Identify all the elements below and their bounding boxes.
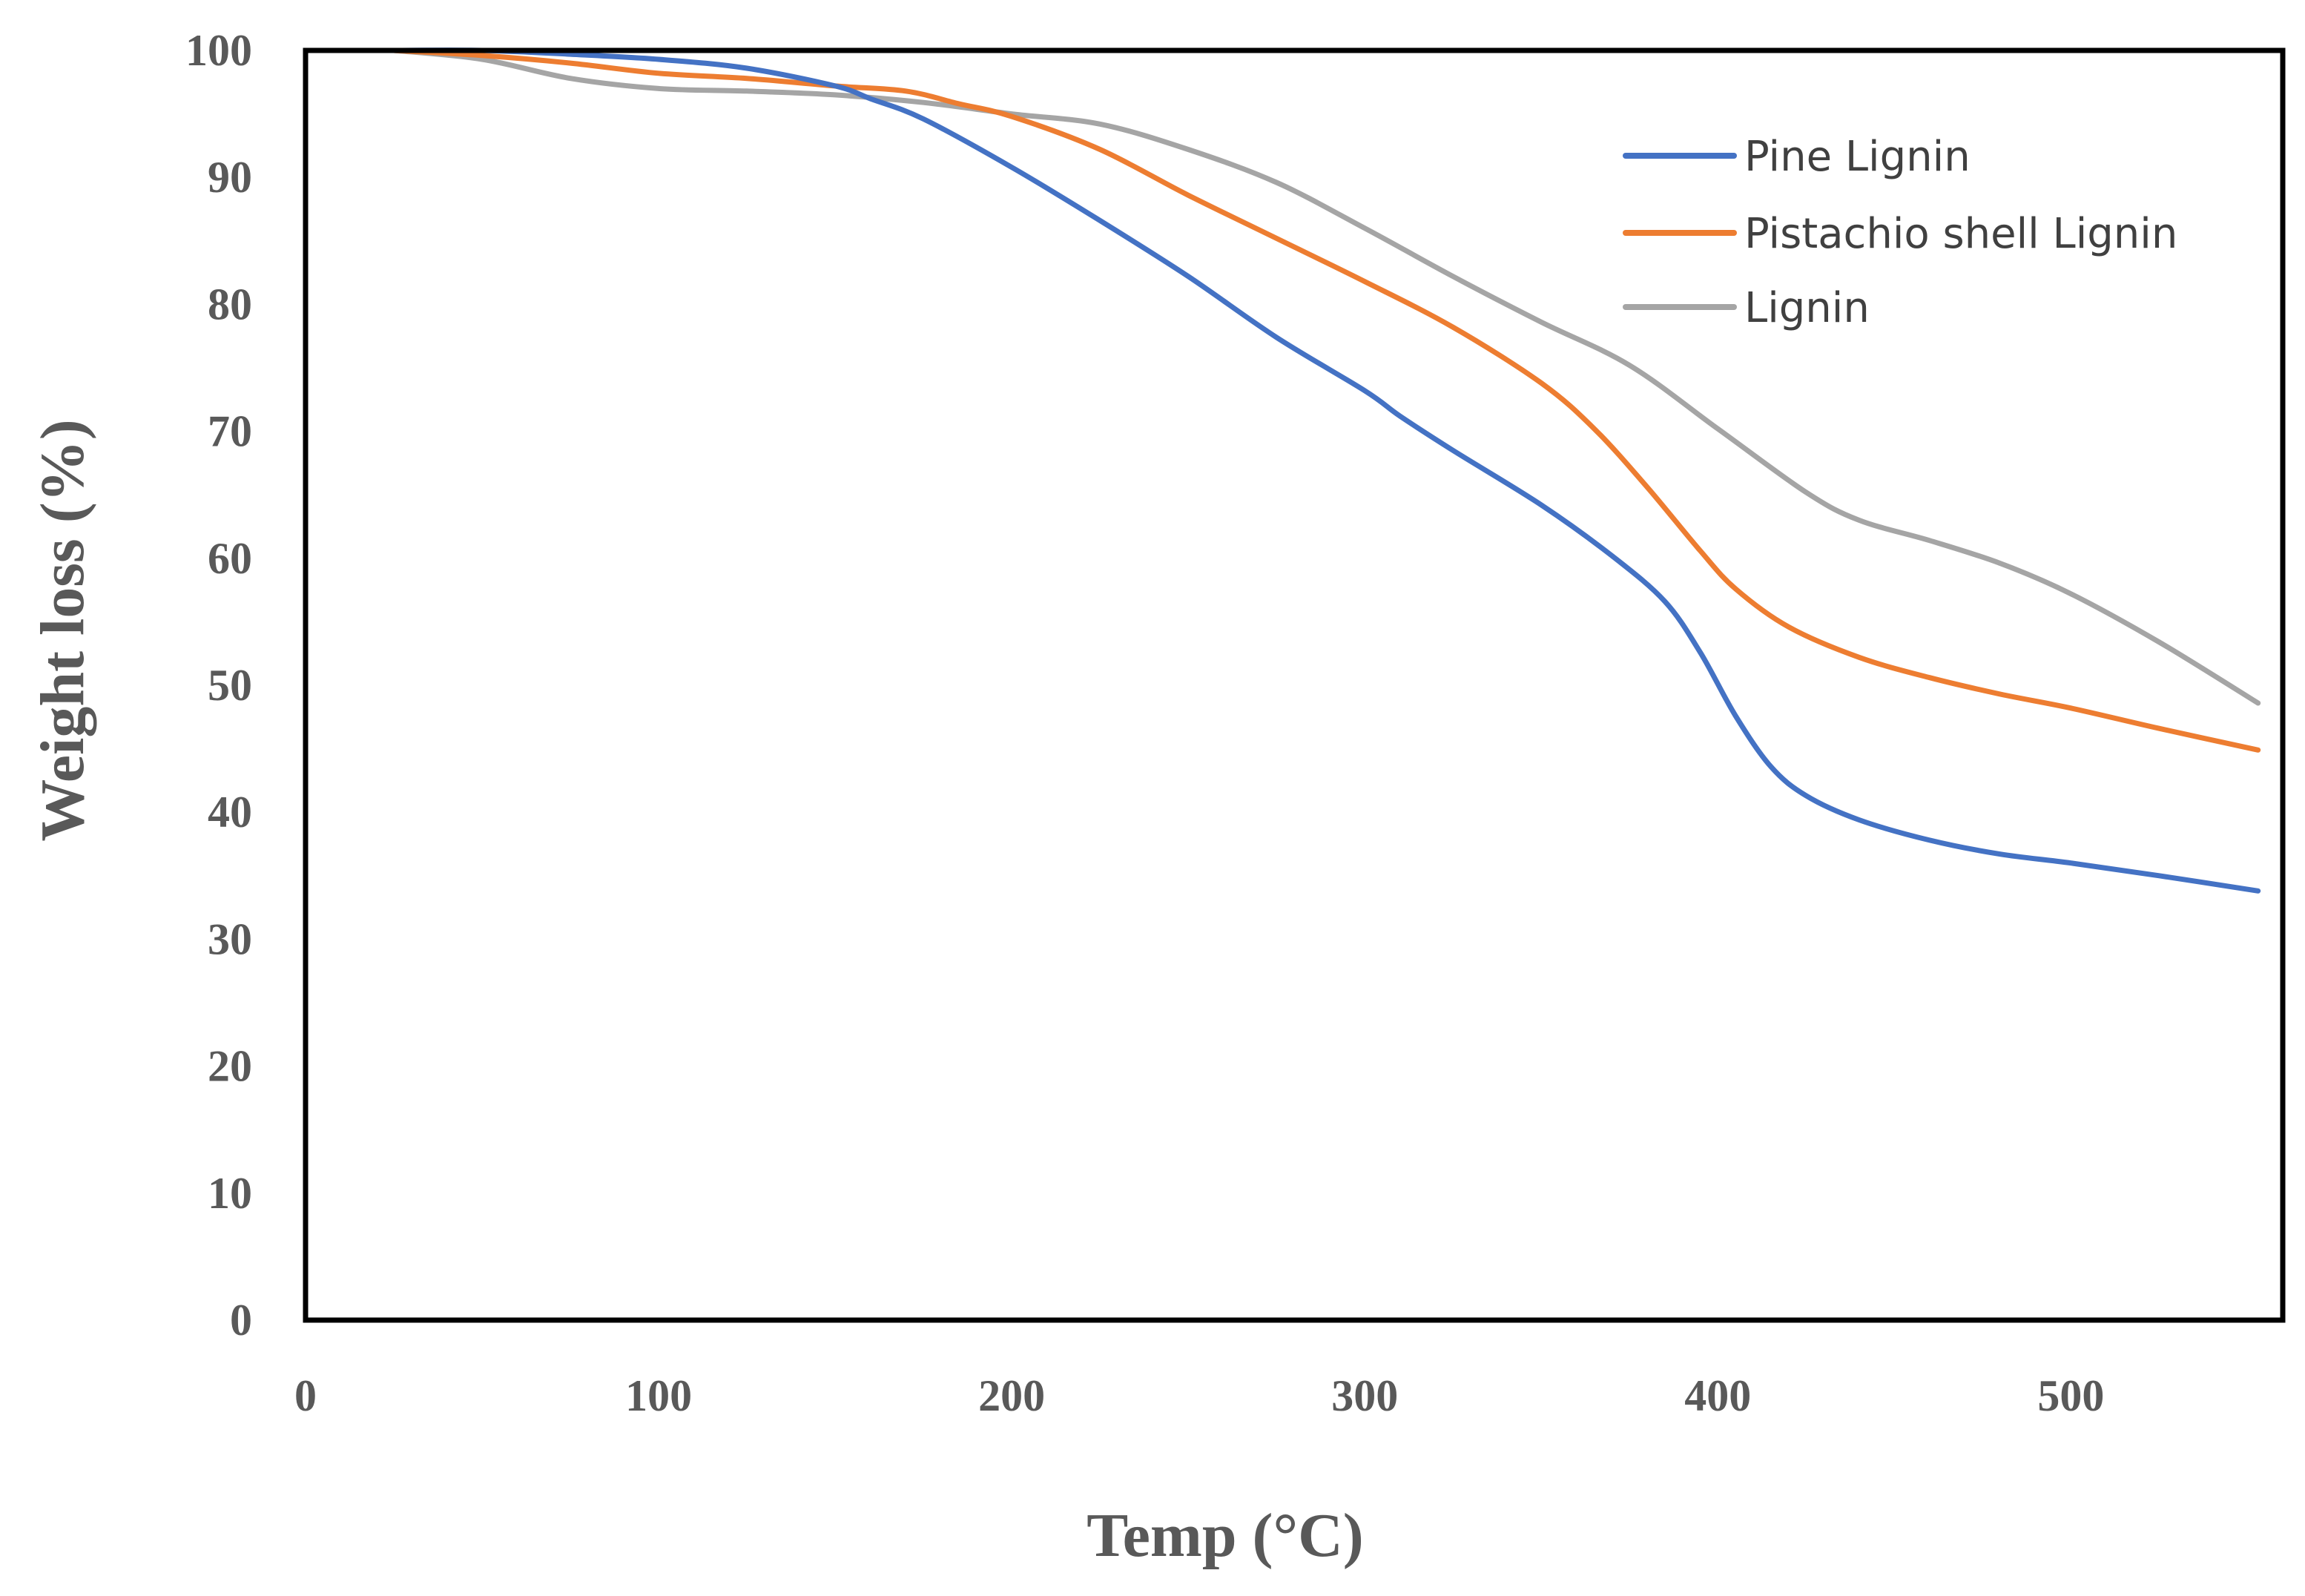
x-tick-label: 100 [625,1371,692,1420]
y-tick-label: 80 [208,280,252,329]
x-tick-label: 500 [2037,1371,2104,1420]
x-tick-label: 400 [1684,1371,1751,1420]
series-line-pine-lignin [391,47,2261,894]
series-line-pistachio-shell-lignin [391,47,2261,753]
y-tick-label: 20 [208,1042,252,1091]
y-tick-label: 70 [208,407,252,456]
y-tick-label: 50 [208,661,252,710]
y-tick-label: 90 [208,153,252,202]
y-tick-label: 100 [185,26,252,75]
y-tick-label: 0 [230,1296,252,1345]
y-axis-title: Weight loss (%) [28,419,97,841]
legend-label-pine-lignin: Pine Lignin [1744,133,1971,181]
legend-label-pistachio-shell-lignin: Pistachio shell Lignin [1744,210,2177,258]
y-tick-label: 40 [208,788,252,837]
legend-label-lignin: Lignin [1744,284,1870,332]
plot-area-frame [303,47,2286,1323]
y-tick-label: 30 [208,914,252,963]
x-tick-label: 0 [294,1371,317,1420]
x-axis-title: Temp (°C) [1086,1501,1364,1570]
y-tick-label: 10 [208,1169,252,1218]
x-tick-label: 200 [978,1371,1045,1420]
series-layer [391,47,2261,894]
series-line-lignin [391,47,2261,706]
y-axis-ticks: 0 10 20 30 40 50 60 70 80 90 100 [185,26,252,1345]
y-tick-label: 60 [208,534,252,583]
legend: Pine Lignin Pistachio shell Lignin Lignin [1623,133,2177,332]
x-tick-label: 300 [1331,1371,1398,1420]
x-axis-ticks: 0 100 200 300 400 500 [294,1371,2104,1420]
